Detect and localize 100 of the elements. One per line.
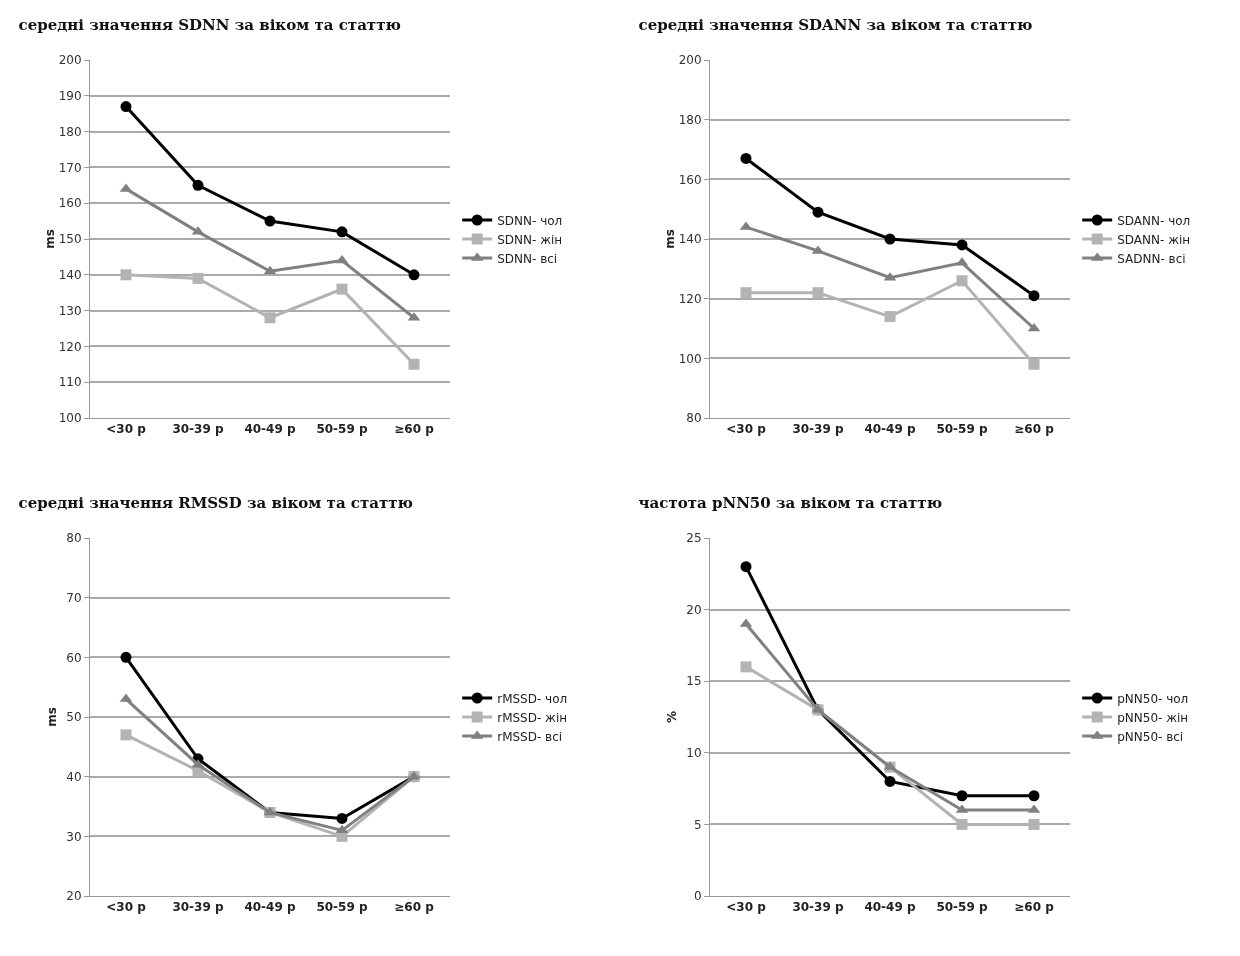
x-tick-label: <30 р — [726, 900, 767, 915]
point — [884, 311, 896, 323]
point — [120, 101, 132, 113]
legend-label: SDNN- жін — [497, 232, 563, 247]
y-tick-label: 5 — [693, 817, 702, 832]
y-tick-label: 20 — [66, 889, 82, 904]
point — [956, 790, 968, 802]
point — [408, 269, 420, 281]
legend-label: SDNN- всі — [497, 251, 558, 266]
x-tick-label: 30-39 р — [172, 900, 224, 915]
point — [335, 254, 349, 264]
legend-label: pNN50- чол — [1117, 691, 1189, 706]
x-tick-label: 40-49 р — [864, 900, 916, 915]
point — [740, 561, 752, 573]
y-tick-label: 140 — [58, 268, 82, 282]
legend-label: rMSSD- всі — [497, 729, 563, 744]
y-axis-title: % — [665, 710, 679, 724]
point — [120, 269, 132, 281]
y-tick-label: 170 — [58, 160, 82, 175]
y-tick-label: 190 — [58, 89, 82, 103]
x-tick-label: 50-59 р — [936, 422, 988, 437]
y-tick-label: 150 — [58, 232, 82, 247]
point — [408, 358, 420, 370]
y-tick-label: 70 — [66, 590, 82, 605]
y-tick-label: 100 — [58, 411, 82, 426]
y-tick-label: 10 — [686, 746, 702, 760]
y-tick-label: 180 — [678, 112, 702, 127]
y-tick-label: 60 — [66, 650, 82, 665]
point — [740, 661, 752, 673]
point — [740, 287, 752, 299]
legend-label: rMSSD- жін — [497, 710, 568, 725]
point — [956, 239, 968, 251]
y-axis-title: ms — [45, 707, 59, 727]
point — [264, 215, 276, 227]
legend-label: SDANN- чол — [1117, 213, 1191, 228]
x-tick-label: 50-59 р — [936, 900, 988, 915]
point — [1028, 358, 1040, 370]
y-tick-label: 180 — [58, 124, 82, 139]
chart-title: середні значення SDNN за віком та статтю — [18, 15, 401, 34]
x-tick-label: 30-39 р — [172, 422, 224, 437]
y-tick-label: 200 — [678, 53, 702, 68]
point — [884, 233, 896, 245]
y-tick-label: 120 — [58, 339, 82, 354]
point — [740, 152, 752, 164]
y-tick-label: 40 — [66, 769, 82, 784]
x-tick-label: ≥60 р — [1014, 422, 1055, 437]
x-tick-label: 50-59 р — [316, 900, 368, 915]
point — [192, 272, 204, 284]
y-tick-label: 130 — [58, 303, 82, 318]
point — [1028, 790, 1040, 802]
x-tick-label: 30-39 р — [792, 422, 844, 437]
y-tick-label: 30 — [66, 829, 82, 844]
y-tick-label: 160 — [678, 172, 702, 187]
point — [120, 729, 132, 741]
y-tick-label: 15 — [686, 674, 702, 689]
legend-label: SDNN- чол — [497, 213, 563, 228]
x-tick-label: 30-39 р — [792, 900, 844, 915]
x-tick-label: 50-59 р — [316, 422, 368, 437]
point — [956, 275, 968, 287]
chart-title: частота pNN50 за віком та статтю — [638, 493, 943, 512]
y-tick-label: 100 — [678, 351, 702, 366]
chart-title: середні значення RMSSD за віком та статтю — [18, 493, 413, 512]
x-tick-label: 40-49 р — [244, 422, 296, 437]
legend-label: pNN50- жін — [1117, 710, 1189, 725]
point — [264, 312, 276, 324]
legend-label: pNN50- всі — [1117, 729, 1184, 744]
y-tick-label: 20 — [686, 602, 702, 617]
point — [192, 179, 204, 191]
chart-title: середні значення SDANN за віком та статтю — [638, 15, 1033, 34]
y-tick-label: 110 — [58, 375, 82, 390]
x-tick-label: ≥60 р — [394, 900, 435, 915]
point — [884, 775, 896, 787]
legend-label: rMSSD- чол — [497, 691, 568, 706]
point — [1028, 290, 1040, 302]
x-tick-label: ≥60 р — [1014, 900, 1055, 915]
point — [336, 283, 348, 295]
point — [120, 651, 132, 663]
point — [336, 812, 348, 824]
y-tick-label: 0 — [693, 889, 702, 904]
x-tick-label: 40-49 р — [864, 422, 916, 437]
point — [1028, 818, 1040, 830]
legend-label: SDANN- жін — [1117, 232, 1191, 247]
point — [336, 226, 348, 238]
y-tick-label: 80 — [66, 531, 82, 546]
x-tick-label: <30 р — [106, 422, 147, 437]
y-tick-label: 120 — [678, 291, 702, 306]
y-axis-title: ms — [42, 229, 57, 249]
x-tick-label: <30 р — [106, 900, 147, 915]
y-tick-label: 50 — [66, 710, 82, 725]
y-axis-title: ms — [662, 229, 677, 249]
y-tick-label: 160 — [58, 196, 82, 211]
legend-label: SADNN- всі — [1117, 251, 1186, 266]
y-tick-label: 25 — [686, 531, 702, 546]
x-tick-label: <30 р — [726, 422, 767, 437]
x-tick-label: 40-49 р — [244, 900, 296, 915]
x-tick-label: ≥60 р — [394, 422, 435, 437]
y-tick-label: 80 — [686, 411, 702, 426]
y-tick-label: 200 — [58, 53, 82, 68]
point — [812, 206, 824, 218]
point — [956, 818, 968, 830]
